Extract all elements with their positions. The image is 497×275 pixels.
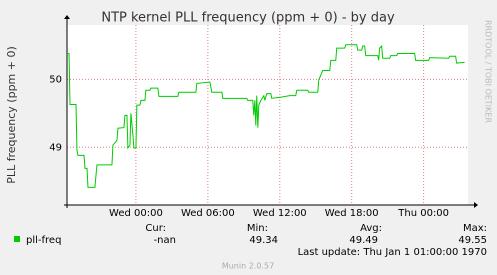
x-tick-label: Wed 06:00 [181,208,235,219]
stat-header: Cur: [145,223,166,234]
y-tick-label: 49 [49,142,62,153]
x-tick-label: Wed 00:00 [109,208,163,219]
stat-value: 49.34 [249,235,278,246]
x-tick-label: Wed 12:00 [253,208,307,219]
stat-header: Min: [247,223,268,234]
legend-label: pll-freq [26,235,61,246]
axis-arrow [64,15,70,19]
stat-header: Max: [463,223,487,234]
legend-swatch [14,236,20,242]
footer: Munin 2.0.57 [222,262,274,271]
stat-value: 49.49 [349,235,378,246]
x-tick-label: Wed 18:00 [325,208,379,219]
y-tick-label: 50 [49,74,62,85]
chart-title: NTP kernel PLL frequency (ppm + 0) - by … [101,11,395,26]
series-line [67,44,465,188]
axis-arrow [474,202,478,208]
x-tick-label: Thu 00:00 [397,208,449,219]
stat-value: 49.55 [458,235,487,246]
side-label: RRDTOOL / TOBI OETIKER [484,20,493,123]
stat-header: Avg: [360,223,382,234]
y-axis-label: PLL frequency (ppm + 0) [5,46,18,184]
plot-area [67,25,468,205]
last-update: Last update: Thu Jan 1 01:00:00 1970 [298,247,487,258]
stat-value: -nan [154,235,176,246]
